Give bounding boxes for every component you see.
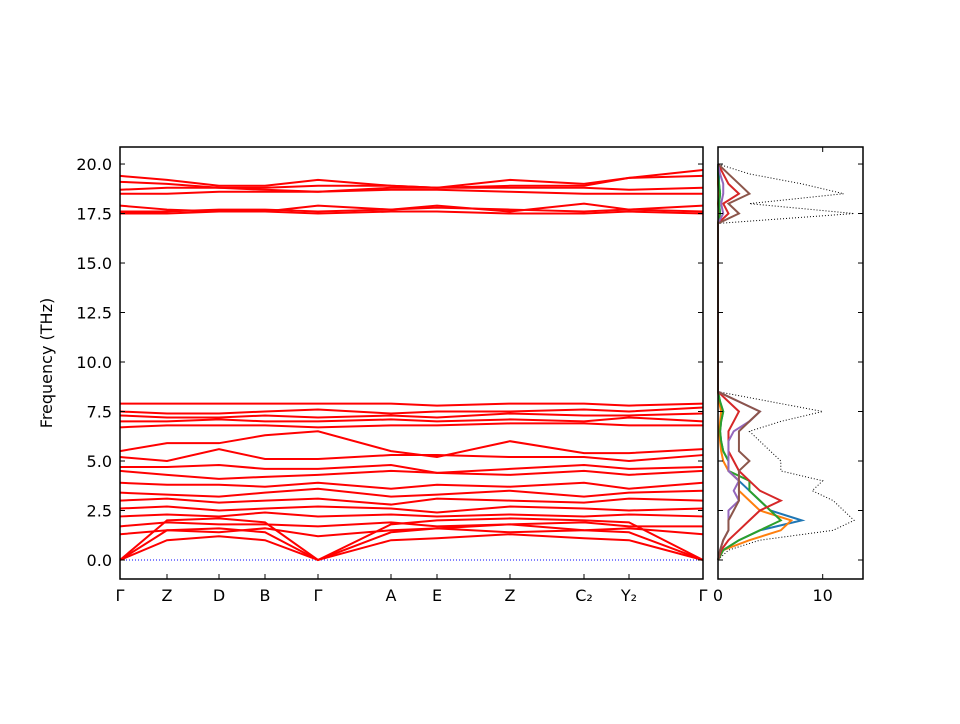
band-line: [119, 521, 703, 528]
band-line: [119, 511, 704, 518]
band-line: [119, 523, 704, 562]
band-line: [119, 487, 704, 498]
x-tick-label: Γ: [699, 586, 708, 605]
y-tick-label: 20.0: [76, 155, 112, 174]
dos-line: [717, 163, 762, 561]
plot-frame: [717, 146, 864, 580]
band-line: [119, 505, 704, 514]
band-line: [119, 481, 704, 490]
x-tick-label: Γ: [314, 586, 323, 605]
x-tick-label: 0: [713, 586, 723, 605]
band-line: [120, 416, 704, 423]
x-tick-label: 10: [813, 586, 833, 605]
y-tick-label: 7.5: [87, 403, 112, 422]
dos-line: [717, 164, 783, 561]
band-line: [119, 469, 704, 480]
band-line: [119, 168, 704, 189]
y-tick-label: 17.5: [76, 205, 112, 224]
band-line: [119, 186, 704, 193]
x-tick-label: Y₂: [620, 586, 637, 605]
x-tick-label: Z: [162, 586, 173, 605]
y-tick-label: 0.0: [87, 551, 112, 570]
dos-line: [717, 163, 855, 561]
band-line: [119, 533, 704, 562]
band-line: [119, 497, 704, 506]
y-tick-label: 12.5: [76, 304, 112, 323]
y-tick-label: 5.0: [87, 452, 112, 471]
band-line: [119, 517, 704, 562]
x-tick-label: B: [260, 586, 271, 605]
band-line: [119, 412, 704, 419]
x-tick-label: Γ: [116, 586, 125, 605]
x-tick-label: A: [386, 586, 397, 605]
band-line: [120, 463, 704, 474]
y-tick-label: 15.0: [76, 254, 112, 273]
plot-frame: [119, 146, 704, 580]
band-line: [119, 202, 704, 213]
y-tick-label: 2.5: [87, 501, 112, 520]
y-axis-label: Frequency (THz): [37, 298, 56, 428]
band-line: [119, 406, 704, 415]
band-line: [119, 527, 704, 538]
x-tick-label: D: [213, 586, 225, 605]
band-line: [120, 402, 704, 407]
x-tick-label: C₂: [575, 586, 593, 605]
band-line: [120, 210, 704, 215]
band-line: [119, 430, 704, 459]
y-tick-label: 10.0: [76, 353, 112, 372]
x-tick-label: E: [432, 586, 442, 605]
x-tick-label: Z: [505, 586, 516, 605]
band-line: [120, 188, 703, 195]
band-line: [119, 422, 703, 429]
band-line: [119, 448, 704, 463]
